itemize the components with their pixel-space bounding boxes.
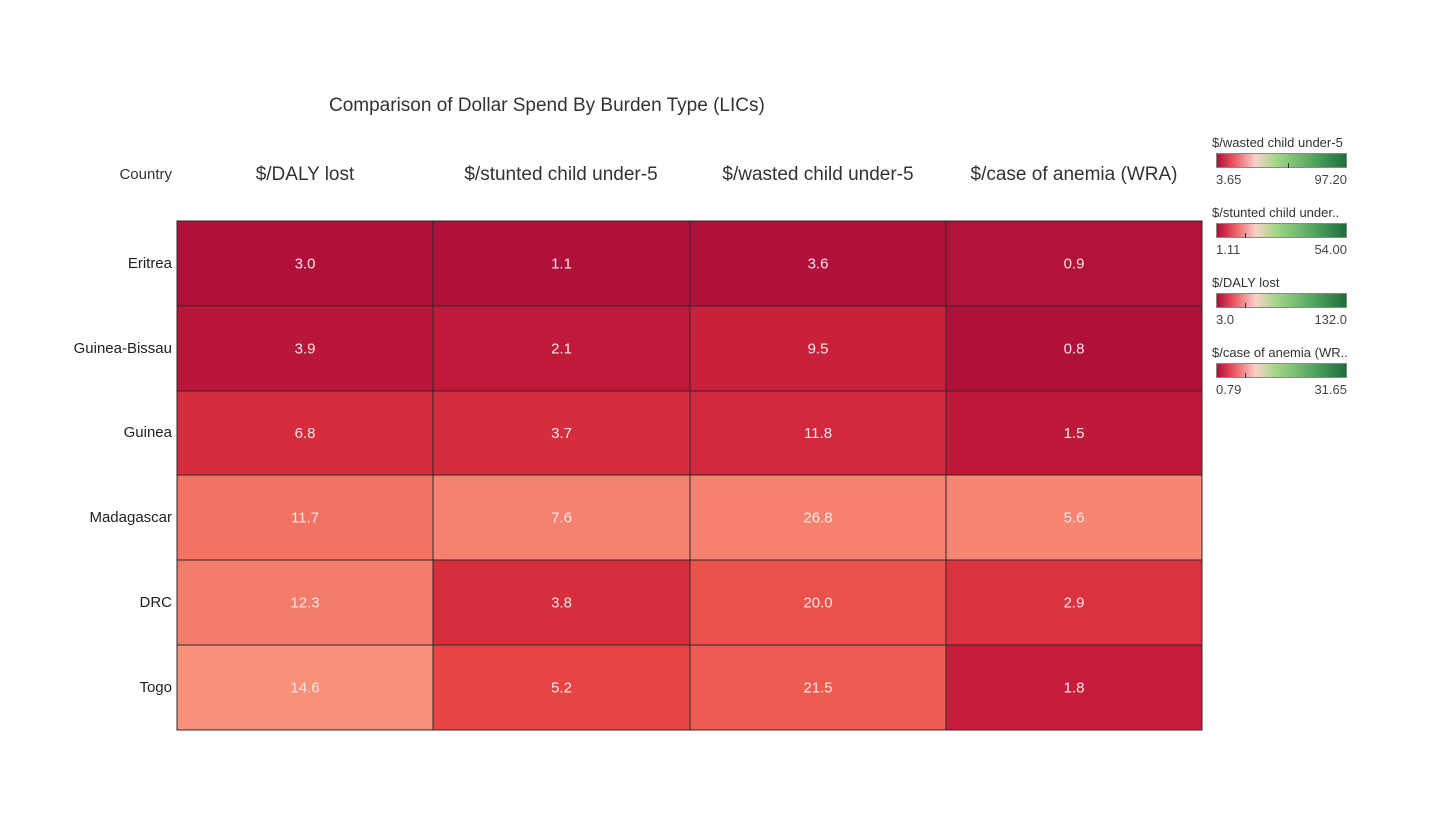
heatmap-cell[interactable] bbox=[689, 644, 947, 731]
chart-title: Comparison of Dollar Spend By Burden Typ… bbox=[329, 95, 765, 116]
heatmap-cell[interactable] bbox=[432, 559, 691, 646]
heatmap-cell[interactable] bbox=[176, 220, 434, 307]
legend-color-bar-daly[interactable] bbox=[1216, 293, 1347, 308]
heatmap-cell-label: 26.8 bbox=[803, 510, 832, 527]
legend-min-stunted: 1.11 bbox=[1216, 242, 1241, 257]
heatmap-cell-label: 2.9 bbox=[1064, 595, 1085, 612]
heatmap-cell[interactable] bbox=[432, 220, 691, 307]
heatmap-cell-label: 5.6 bbox=[1064, 510, 1085, 527]
heatmap-cell-label: 11.7 bbox=[291, 510, 319, 527]
heatmap-cell[interactable] bbox=[945, 390, 1203, 476]
heatmap-cell[interactable] bbox=[945, 559, 1203, 646]
legend-marker-wasted bbox=[1288, 163, 1289, 168]
column-header-daly[interactable]: $/DALY lost bbox=[255, 164, 355, 185]
heatmap-cell[interactable] bbox=[689, 390, 947, 476]
heatmap-cell[interactable] bbox=[689, 220, 947, 307]
legend-max-daly: 132.0 bbox=[1314, 312, 1347, 327]
heatmap-cell-label: 5.2 bbox=[551, 680, 572, 697]
heatmap-cell-label: 6.8 bbox=[295, 425, 316, 442]
legend-title-anemia: $/case of anemia (WR.. bbox=[1212, 345, 1348, 360]
heatmap-cell-label: 3.7 bbox=[551, 425, 572, 442]
heatmap-cell[interactable] bbox=[432, 305, 691, 392]
row-label-togo: Togo bbox=[139, 679, 172, 696]
heatmap-cell[interactable] bbox=[432, 644, 691, 731]
heatmap-cell[interactable] bbox=[432, 390, 691, 476]
heatmap-cell[interactable] bbox=[176, 644, 434, 731]
legend-title-stunted: $/stunted child under.. bbox=[1212, 205, 1340, 220]
heatmap-cell-label: 11.8 bbox=[804, 425, 832, 442]
heatmap-cell[interactable] bbox=[689, 474, 947, 561]
row-header-country: Country bbox=[119, 166, 172, 183]
legend-marker-anemia bbox=[1245, 373, 1246, 378]
heatmap-cell[interactable] bbox=[176, 474, 434, 561]
column-header-anemia[interactable]: $/case of anemia (WRA) bbox=[970, 164, 1178, 185]
legend-min-wasted: 3.65 bbox=[1216, 172, 1242, 187]
heatmap-cell-label: 21.5 bbox=[803, 680, 832, 697]
heatmap-cell-label: 0.9 bbox=[1064, 256, 1085, 273]
row-label-eritrea: Eritrea bbox=[127, 255, 172, 272]
legend-title-wasted: $/wasted child under-5 bbox=[1212, 135, 1343, 150]
heatmap-cell-label: 1.8 bbox=[1064, 680, 1085, 697]
heatmap-cell-label: 20.0 bbox=[803, 595, 832, 612]
heatmap-cell[interactable] bbox=[176, 305, 434, 392]
heatmap-cell-label: 3.9 bbox=[295, 341, 316, 358]
heatmap-cell-label: 1.1 bbox=[551, 256, 572, 273]
row-label-guinea: Guinea bbox=[123, 424, 172, 441]
heatmap-cell[interactable] bbox=[432, 474, 691, 561]
legend-color-bar-stunted[interactable] bbox=[1216, 223, 1347, 238]
legend-color-bar-anemia[interactable] bbox=[1216, 363, 1347, 378]
heatmap-cell-label: 3.6 bbox=[808, 256, 829, 273]
heatmap-cell[interactable] bbox=[945, 220, 1203, 307]
row-label-drc: DRC bbox=[139, 594, 173, 611]
heatmap-cell[interactable] bbox=[176, 390, 434, 476]
column-header-wasted[interactable]: $/wasted child under-5 bbox=[722, 164, 914, 185]
column-header-stunted[interactable]: $/stunted child under-5 bbox=[464, 164, 658, 185]
heatmap-cell[interactable] bbox=[689, 559, 947, 646]
row-label-guinea-bissau: Guinea-Bissau bbox=[73, 340, 172, 357]
heatmap-cell[interactable] bbox=[945, 305, 1203, 392]
heatmap-cell-label: 3.8 bbox=[551, 595, 572, 612]
legend-min-anemia: 0.79 bbox=[1216, 382, 1242, 397]
heatmap-cell[interactable] bbox=[176, 559, 434, 646]
heatmap-cell[interactable] bbox=[945, 644, 1203, 731]
row-label-madagascar: Madagascar bbox=[89, 509, 172, 526]
heatmap-cell[interactable] bbox=[689, 305, 947, 392]
legend-max-stunted: 54.00 bbox=[1314, 242, 1347, 257]
heatmap-cell-label: 2.1 bbox=[551, 341, 572, 358]
legend-marker-stunted bbox=[1245, 233, 1246, 238]
heatmap-cell-label: 7.6 bbox=[551, 510, 572, 527]
legend-color-bar-wasted[interactable] bbox=[1216, 153, 1347, 168]
heatmap-cell-label: 9.5 bbox=[808, 341, 829, 358]
heatmap-cell-label: 1.5 bbox=[1064, 425, 1085, 442]
legend-max-wasted: 97.20 bbox=[1314, 172, 1347, 187]
heatmap-cell-label: 14.6 bbox=[290, 680, 319, 697]
heatmap-cell[interactable] bbox=[945, 474, 1203, 561]
legend-marker-daly bbox=[1245, 303, 1246, 308]
legend-max-anemia: 31.65 bbox=[1314, 382, 1347, 397]
legend-title-daly: $/DALY lost bbox=[1212, 275, 1280, 290]
heatmap-cell-label: 0.8 bbox=[1064, 341, 1085, 358]
legend-min-daly: 3.0 bbox=[1216, 312, 1235, 327]
heatmap-cell-label: 12.3 bbox=[290, 595, 319, 612]
heatmap-cell-label: 3.0 bbox=[295, 256, 316, 273]
